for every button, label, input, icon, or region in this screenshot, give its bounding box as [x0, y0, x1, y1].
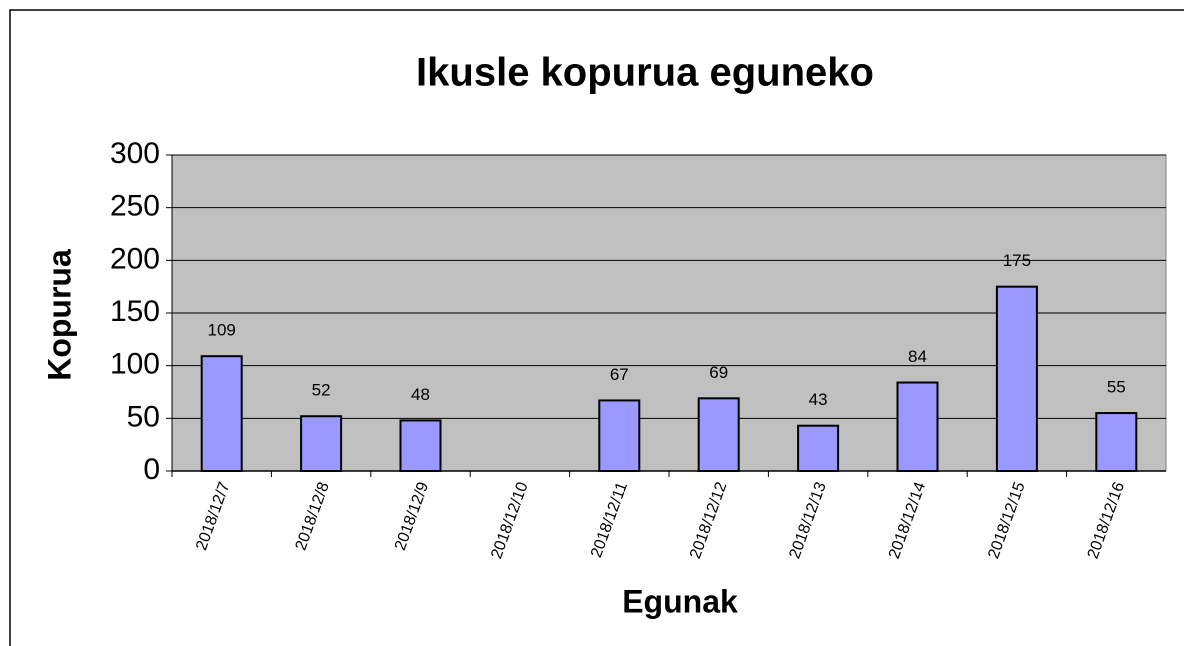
bar	[797, 424, 840, 472]
data-label: 48	[411, 385, 430, 404]
bar	[399, 419, 442, 473]
chart-title: Ikusle kopurua eguneko	[416, 51, 874, 95]
data-label: 175	[1003, 251, 1031, 270]
data-label: 43	[809, 390, 828, 409]
data-label: 69	[709, 363, 728, 382]
y-tick-label: 200	[110, 242, 160, 275]
data-label: 109	[208, 321, 236, 340]
bar	[598, 399, 641, 472]
x-axis-label: Egunak	[622, 583, 738, 619]
bar	[995, 285, 1038, 472]
bar	[200, 355, 243, 473]
y-tick-label: 0	[143, 453, 160, 486]
data-label: 84	[908, 347, 927, 366]
bar	[697, 397, 740, 473]
y-tick-label: 250	[110, 190, 160, 223]
y-tick-label: 150	[110, 295, 160, 328]
y-tick-label: 300	[110, 137, 160, 170]
data-label: 52	[312, 381, 331, 400]
y-tick-label: 100	[110, 348, 160, 381]
y-tick-label: 50	[127, 400, 160, 433]
data-label: 55	[1107, 378, 1126, 397]
bar	[300, 415, 343, 472]
data-label: 67	[610, 365, 629, 384]
bar	[896, 381, 939, 472]
y-axis-label: Kopurua	[41, 249, 77, 381]
bar	[1095, 412, 1138, 473]
